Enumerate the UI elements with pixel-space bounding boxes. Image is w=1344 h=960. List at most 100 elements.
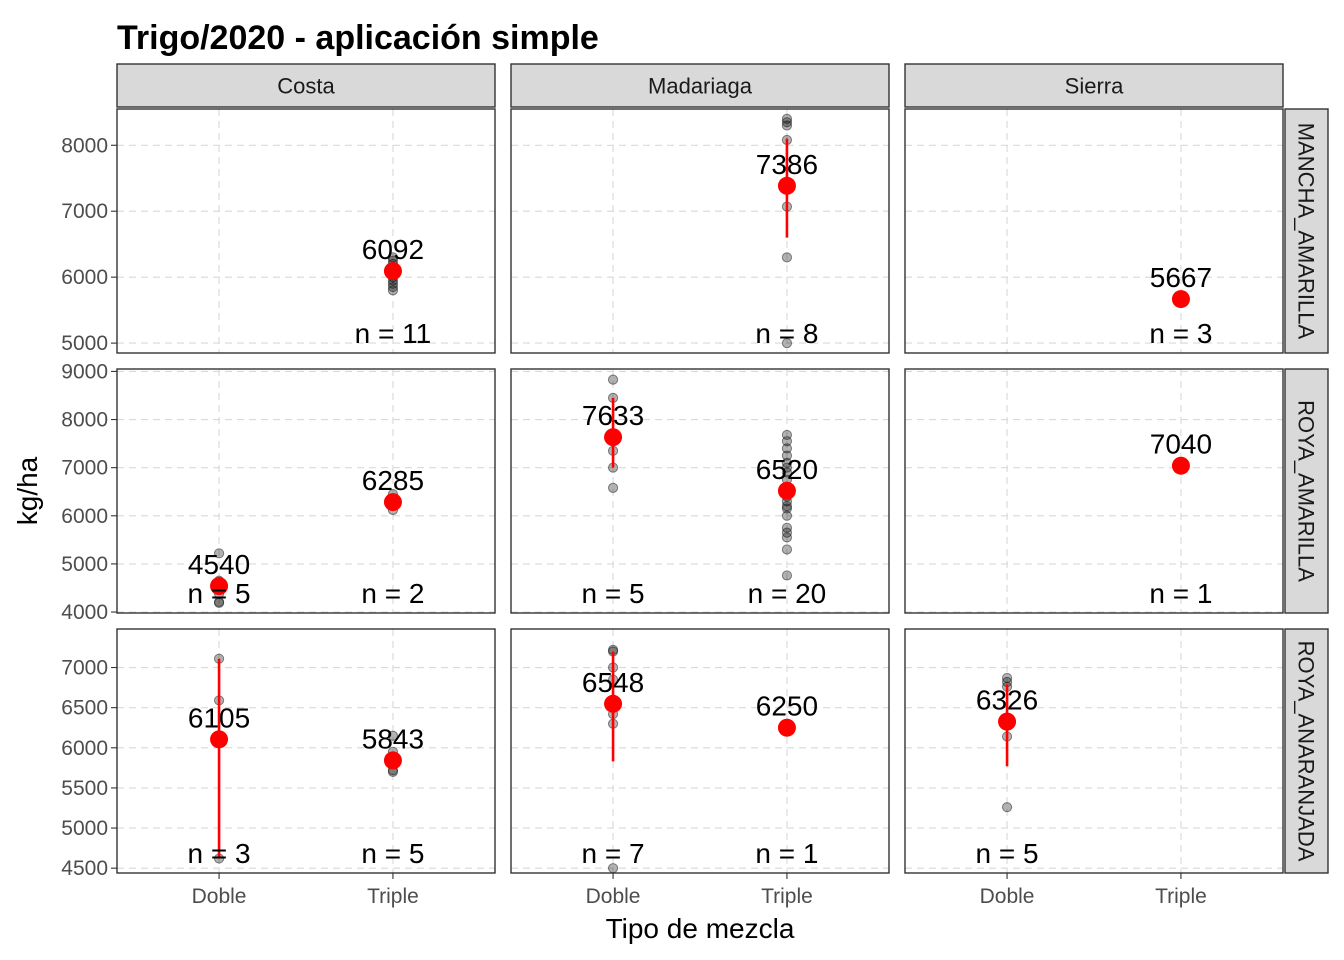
sample-size-label: n = 5 (188, 578, 251, 609)
panel-data: 7633 n = 5 6520 n = 20 (582, 374, 826, 609)
mean-value-label: 4540 (188, 549, 250, 580)
mean-point (777, 176, 796, 195)
observation-point (781, 510, 793, 521)
observation-point (781, 501, 793, 512)
mean-point (383, 493, 402, 512)
sample-size-label: n = 2 (361, 578, 424, 609)
panel-border (510, 368, 890, 614)
mean-point (998, 712, 1017, 731)
sample-size-label: n = 7 (582, 838, 645, 869)
panel-data: 6105 n = 3 5843 n = 5 (188, 653, 424, 869)
mean-value-label: 5843 (362, 723, 424, 754)
panel (511, 369, 889, 613)
mean-value-label: 6105 (188, 702, 250, 733)
panel (117, 369, 495, 613)
panel-border (904, 628, 1284, 874)
observation-point (607, 482, 619, 493)
observation-point (781, 113, 793, 124)
y-tick-label: 6000 (61, 505, 108, 528)
panel-background (117, 369, 495, 613)
panel-data: 7386 n = 8 (755, 113, 818, 349)
panel-border (904, 368, 1284, 614)
x-tick-label: Doble (192, 885, 247, 908)
panel-border (510, 628, 890, 874)
y-tick-label: 5500 (61, 777, 108, 800)
panel (117, 629, 495, 873)
y-tick-label: 4000 (61, 601, 108, 624)
panel-border (116, 368, 496, 614)
observation-point (781, 436, 793, 447)
mean-value-label: 5667 (1150, 262, 1212, 293)
mean-point (383, 751, 402, 770)
row-strip (1284, 628, 1329, 874)
x-tick-label: Doble (980, 885, 1035, 908)
observation-point (213, 596, 225, 608)
observation-point (781, 532, 793, 543)
panels-layer: Costa Madariaga Sierra MANCHA_AMARILLA ROYA_… (61, 63, 1329, 908)
mean-point (1171, 290, 1190, 309)
sample-size-label: n = 8 (755, 318, 818, 349)
mean-value-label: 6092 (362, 234, 424, 265)
sample-size-label: n = 11 (355, 318, 432, 349)
mean-value-label: 6326 (976, 685, 1038, 716)
observation-point (781, 117, 793, 128)
y-tick-label: 4500 (61, 857, 108, 880)
x-tick-label: Triple (761, 885, 813, 908)
observation-point (781, 527, 793, 538)
y-tick-label: 7000 (61, 657, 108, 680)
observation-point (387, 730, 399, 741)
panel-background (117, 629, 495, 873)
column-strip (904, 63, 1284, 108)
mean-point (210, 730, 229, 749)
mean-value-label: 6285 (362, 465, 424, 496)
sample-size-label: n = 1 (1149, 578, 1212, 609)
observation-point (781, 467, 793, 478)
y-tick-label: 5000 (61, 332, 108, 355)
column-strip (116, 63, 496, 108)
panel-border (116, 628, 496, 874)
observation-point (781, 429, 793, 441)
y-tick-label: 6000 (61, 737, 108, 760)
sample-size-label: n = 1 (755, 838, 818, 869)
mean-point (604, 694, 623, 713)
sample-size-label: n = 5 (582, 578, 645, 609)
observation-point (781, 462, 793, 473)
y-tick-label: 7000 (61, 200, 108, 223)
row-strip-label: ROYA_ANARANJADA (1294, 641, 1319, 862)
y-tick-label: 8000 (61, 409, 108, 432)
x-tick-label: Triple (1155, 885, 1207, 908)
panel (905, 629, 1283, 873)
panel-data: 6092 n = 11 (355, 234, 432, 349)
observation-point (781, 544, 793, 555)
mean-value-label: 7040 (1150, 429, 1212, 460)
panel (905, 369, 1283, 613)
mean-value-label: 7386 (756, 149, 818, 180)
observation-point (781, 522, 793, 533)
sample-size-label: n = 5 (976, 838, 1039, 869)
chart-title: Trigo/2020 - aplicación simple (117, 19, 599, 57)
x-tick-label: Doble (586, 885, 641, 908)
observation-point (781, 338, 793, 349)
mean-point (777, 718, 796, 737)
row-strip (1284, 108, 1329, 354)
panel-border (904, 108, 1284, 354)
observation-point (781, 570, 793, 581)
mean-point (777, 481, 796, 500)
sample-size-label: n = 3 (1149, 318, 1212, 349)
row-strip (1284, 368, 1329, 614)
observation-point (213, 548, 225, 559)
panel (117, 109, 495, 353)
y-tick-label: 6500 (61, 697, 108, 720)
y-tick-label: 9000 (61, 360, 108, 383)
x-axis-label: Tipo de mezcla (606, 913, 795, 944)
observation-point (387, 252, 399, 263)
observation-point (781, 450, 793, 461)
column-strip-label: Costa (277, 74, 335, 99)
mean-value-label: 6548 (582, 667, 644, 698)
mean-point (383, 262, 402, 281)
panel (905, 109, 1283, 353)
observation-point (387, 281, 399, 293)
mean-point (210, 577, 229, 596)
sample-size-label: n = 5 (361, 838, 424, 869)
panel-background (117, 109, 495, 353)
